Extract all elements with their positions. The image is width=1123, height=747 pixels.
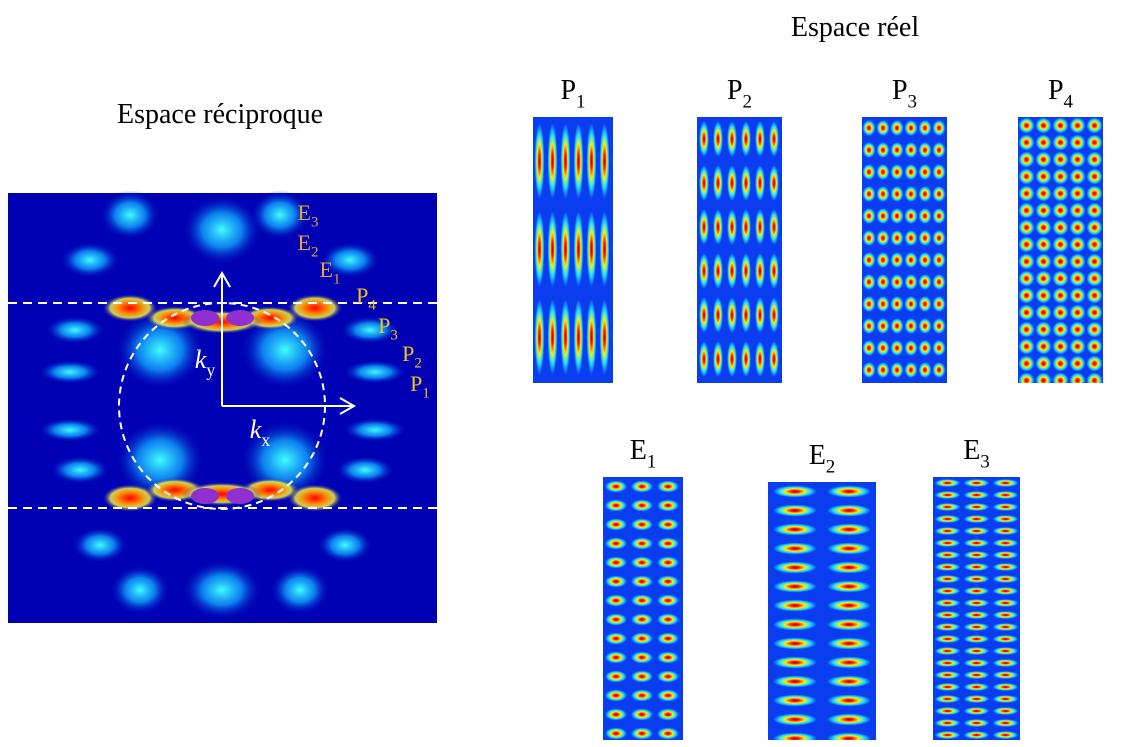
cyan-blob bbox=[182, 195, 262, 265]
cyan-blob bbox=[317, 527, 373, 563]
marker-label-letter: P bbox=[378, 313, 390, 338]
marker-label-index: 2 bbox=[414, 356, 421, 372]
real-space-panel bbox=[533, 117, 613, 383]
marker-label-index: 1 bbox=[333, 272, 340, 288]
marker-label: P1 bbox=[410, 371, 430, 402]
marker-label-letter: P bbox=[410, 371, 422, 396]
panel-label: P3 bbox=[892, 75, 917, 112]
panel-label-index: 3 bbox=[908, 91, 918, 112]
cyan-blob bbox=[270, 565, 330, 615]
panel-label-letter: P bbox=[892, 75, 908, 106]
cyan-blob bbox=[60, 242, 120, 278]
marker-label: P2 bbox=[402, 341, 422, 372]
marker-label: P3 bbox=[378, 313, 398, 344]
marker-label: P4 bbox=[356, 283, 376, 314]
marker-label-letter: E bbox=[298, 230, 311, 255]
marker-label-index: 2 bbox=[311, 245, 318, 261]
panel-label-index: 4 bbox=[1064, 91, 1074, 112]
cyan-blob bbox=[240, 310, 330, 390]
cyan-blob bbox=[38, 418, 102, 442]
marker-label-letter: E bbox=[298, 200, 311, 225]
real-space-panel bbox=[697, 117, 782, 383]
axis-label-letter: k bbox=[250, 415, 262, 444]
marker-label-index: 4 bbox=[368, 298, 376, 314]
cyan-blob bbox=[182, 560, 262, 620]
real-space-panel bbox=[862, 117, 947, 383]
panel-label-index: 1 bbox=[647, 451, 657, 472]
axis-label-index: x bbox=[261, 430, 270, 450]
panel-label-letter: P bbox=[1048, 75, 1064, 106]
reciprocal-space-title: Espace réciproque bbox=[117, 99, 323, 130]
panel-label-letter: P bbox=[727, 75, 743, 106]
cyan-blob bbox=[335, 456, 395, 484]
hot-blob bbox=[102, 484, 158, 512]
real-space-panel bbox=[603, 477, 683, 740]
marker-label-letter: P bbox=[356, 283, 368, 308]
hot-blob bbox=[287, 484, 343, 512]
marker-label-index: 1 bbox=[422, 386, 429, 402]
panel-label-letter: P bbox=[560, 75, 576, 106]
cyan-blob bbox=[50, 456, 110, 484]
cyan-blob bbox=[115, 310, 205, 390]
cyan-blob bbox=[343, 418, 407, 442]
panel-label-index: 2 bbox=[826, 456, 836, 477]
panel-label-letter: E bbox=[809, 440, 826, 471]
cyan-blob bbox=[38, 360, 102, 384]
panel-label: P4 bbox=[1048, 75, 1074, 112]
marker-label-index: 3 bbox=[311, 215, 318, 231]
axis-label-letter: k bbox=[195, 345, 207, 374]
axis-label: kx bbox=[250, 415, 271, 450]
cyan-blob bbox=[72, 527, 128, 563]
purple-blob bbox=[226, 310, 254, 326]
panel-label-index: 1 bbox=[576, 91, 586, 112]
panel-label-index: 2 bbox=[743, 91, 753, 112]
marker-label-index: 3 bbox=[390, 328, 397, 344]
marker-label-letter: E bbox=[320, 257, 333, 282]
marker-label: E2 bbox=[298, 230, 319, 261]
cyan-blob bbox=[343, 360, 407, 384]
cyan-blob bbox=[250, 190, 310, 240]
cyan-blob bbox=[340, 316, 400, 344]
axis-label: ky bbox=[195, 345, 216, 380]
panel-label: E3 bbox=[963, 435, 990, 472]
hot-blob bbox=[102, 294, 158, 322]
marker-label-letter: P bbox=[402, 341, 414, 366]
real-space-title: Espace réel bbox=[791, 12, 919, 43]
cyan-blob bbox=[100, 190, 160, 240]
panel-label: P2 bbox=[727, 75, 752, 112]
reciprocal-map bbox=[8, 190, 437, 623]
purple-blob bbox=[226, 488, 254, 504]
real-space-panel bbox=[933, 477, 1020, 740]
real-space-panel bbox=[1018, 117, 1103, 383]
panel-label-index: 3 bbox=[980, 451, 990, 472]
purple-blob bbox=[191, 488, 219, 504]
hot-blob bbox=[287, 294, 343, 322]
cyan-blob bbox=[45, 316, 105, 344]
real-space-panel bbox=[768, 482, 876, 740]
marker-label: E3 bbox=[298, 200, 319, 231]
axis-arrows bbox=[213, 270, 357, 415]
cyan-blob bbox=[320, 242, 380, 278]
panel-label: P1 bbox=[560, 75, 585, 112]
panel-label-letter: E bbox=[630, 435, 647, 466]
purple-blob bbox=[191, 310, 219, 326]
panel-label-letter: E bbox=[963, 435, 980, 466]
marker-label: E1 bbox=[320, 257, 341, 288]
cyan-blob bbox=[110, 565, 170, 615]
panel-label: E2 bbox=[809, 440, 836, 477]
panel-label: E1 bbox=[630, 435, 657, 472]
axis-label-index: y bbox=[206, 360, 215, 380]
